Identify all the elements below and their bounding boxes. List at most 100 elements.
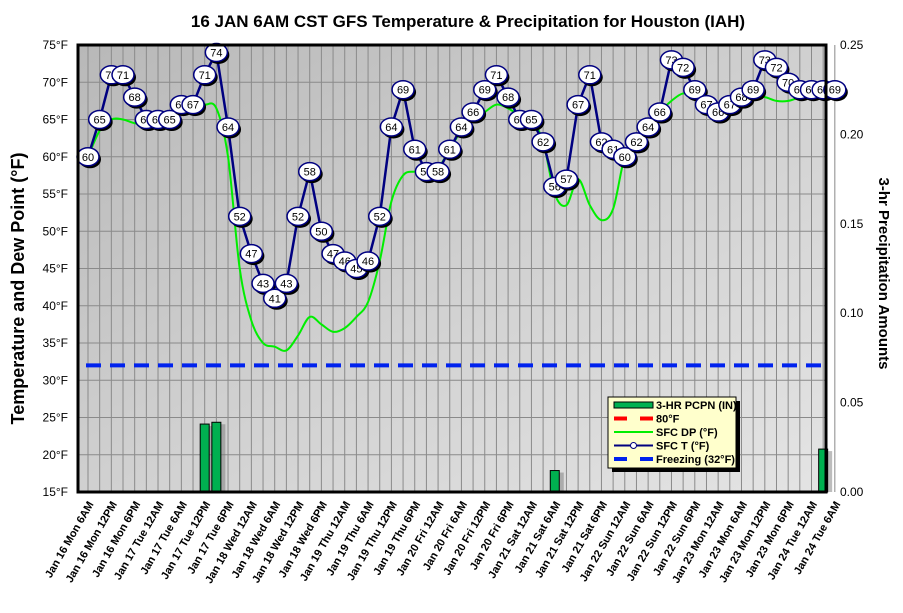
temperature-marker [636, 117, 660, 137]
temperature-marker [741, 79, 765, 100]
temperature-marker [531, 132, 555, 152]
temperature-point: 65 [519, 109, 545, 131]
y2-axis-title: 3-hr Precipitation Amounts [875, 178, 892, 370]
temperature-series: 6065717168656565676771746452474341435258… [76, 42, 848, 310]
legend-label: SFC DP (°F) [656, 427, 718, 439]
y-tick-label: 30°F [43, 373, 68, 387]
temperature-marker [297, 161, 322, 182]
temperature-marker [402, 139, 427, 160]
temperature-marker [356, 251, 380, 271]
temperature-value-label: 66 [654, 107, 666, 119]
temperature-point: 67 [181, 94, 207, 117]
temperature-marker [192, 65, 217, 85]
temperature-point: 68 [122, 87, 148, 109]
temperature-marker [578, 65, 602, 85]
temperature-point: 60 [613, 147, 638, 169]
temperature-value-label: 50 [315, 226, 327, 238]
y2-tick-label: 0.15 [840, 217, 864, 231]
temperature-point: 74 [204, 42, 230, 64]
temperature-marker [473, 79, 497, 100]
temperature-marker [648, 102, 672, 122]
precip-bars [199, 421, 833, 493]
temperature-value-label: 52 [234, 211, 246, 223]
temperature-value-label: 65 [164, 115, 176, 127]
legend-swatch-marker [630, 442, 637, 449]
temperature-point: 58 [297, 161, 323, 184]
temperature-point: 72 [671, 57, 697, 79]
temperature-point: 69 [823, 79, 848, 102]
y-tick-label: 70°F [43, 75, 68, 89]
temperature-value-label: 69 [829, 85, 841, 97]
temperature-marker [391, 79, 415, 100]
temperature-value-label: 67 [572, 100, 584, 112]
temperature-value-label: 62 [537, 137, 549, 149]
temperature-value-label: 58 [304, 167, 316, 179]
temperature-point: 69 [473, 79, 498, 102]
temperature-marker [227, 206, 252, 227]
y-tick-label: 60°F [43, 150, 68, 164]
y-axis-title: Temperature and Dew Point (°F) [8, 153, 28, 425]
temperature-marker [461, 102, 485, 122]
temperature-point: 62 [531, 132, 557, 154]
temperature-marker [671, 57, 695, 78]
temperature-value-label: 65 [94, 115, 106, 127]
y-tick-label: 35°F [43, 336, 68, 350]
temperature-marker [286, 206, 310, 227]
temperature-value-label: 61 [444, 144, 456, 156]
temperature-marker [496, 87, 520, 107]
temperature-marker [613, 147, 637, 167]
temperature-value-label: 66 [467, 107, 479, 119]
temperature-value-label: 65 [525, 115, 537, 127]
temperature-point: 43 [274, 273, 300, 295]
temperature-point: 47 [239, 243, 265, 266]
temperature-value-label: 72 [677, 62, 689, 74]
temperature-marker [449, 117, 474, 137]
legend-label: Freezing (32°F) [656, 454, 735, 466]
temperature-value-label: 58 [432, 167, 444, 179]
temperature-value-label: 71 [199, 70, 211, 82]
temperature-point: 71 [192, 65, 218, 87]
temperature-point: 66 [461, 102, 487, 124]
y2-tick-label: 0.25 [840, 38, 864, 52]
temperature-point: 68 [496, 87, 522, 109]
precip-bar [199, 423, 210, 493]
temperature-marker [437, 139, 462, 160]
temperature-point: 65 [87, 109, 113, 131]
y-tick-label: 45°F [43, 262, 68, 276]
temperature-marker [519, 109, 544, 130]
temperature-marker [87, 109, 112, 130]
temperature-value-label: 46 [362, 256, 374, 268]
temperature-marker [251, 273, 275, 294]
legend-label: 3-HR PCPN (IN) [656, 400, 737, 412]
y2-tick-label: 0.20 [840, 127, 864, 141]
temperature-point: 60 [76, 147, 101, 169]
temperature-point: 52 [367, 206, 393, 228]
y-tick-label: 40°F [43, 299, 68, 313]
temperature-value-label: 60 [82, 152, 94, 164]
temperature-marker [624, 132, 649, 152]
temperature-marker [111, 65, 135, 85]
temperature-marker [181, 94, 205, 115]
y-tick-label: 15°F [43, 485, 68, 499]
temperature-marker [554, 169, 579, 189]
temperature-value-label: 71 [490, 70, 502, 82]
temperature-marker [426, 161, 450, 182]
temperature-value-label: 52 [292, 211, 304, 223]
temperature-point: 62 [624, 132, 650, 154]
temperature-point: 52 [227, 206, 253, 228]
temperature-point: 71 [111, 65, 137, 87]
temperature-point: 67 [566, 94, 592, 117]
temperature-value-label: 43 [257, 278, 269, 290]
temperature-value-label: 69 [747, 85, 759, 97]
temperature-marker [262, 288, 287, 309]
legend-label: SFC T (°F) [656, 441, 710, 453]
temperature-value-label: 64 [222, 122, 234, 134]
temperature-value-label: 68 [502, 92, 514, 104]
temperature-value-label: 72 [770, 62, 782, 74]
precip-bar [211, 421, 222, 493]
temperature-marker [157, 109, 182, 130]
temperature-marker [309, 221, 334, 241]
temperature-point: 65 [157, 109, 183, 131]
temperature-marker [204, 42, 229, 63]
